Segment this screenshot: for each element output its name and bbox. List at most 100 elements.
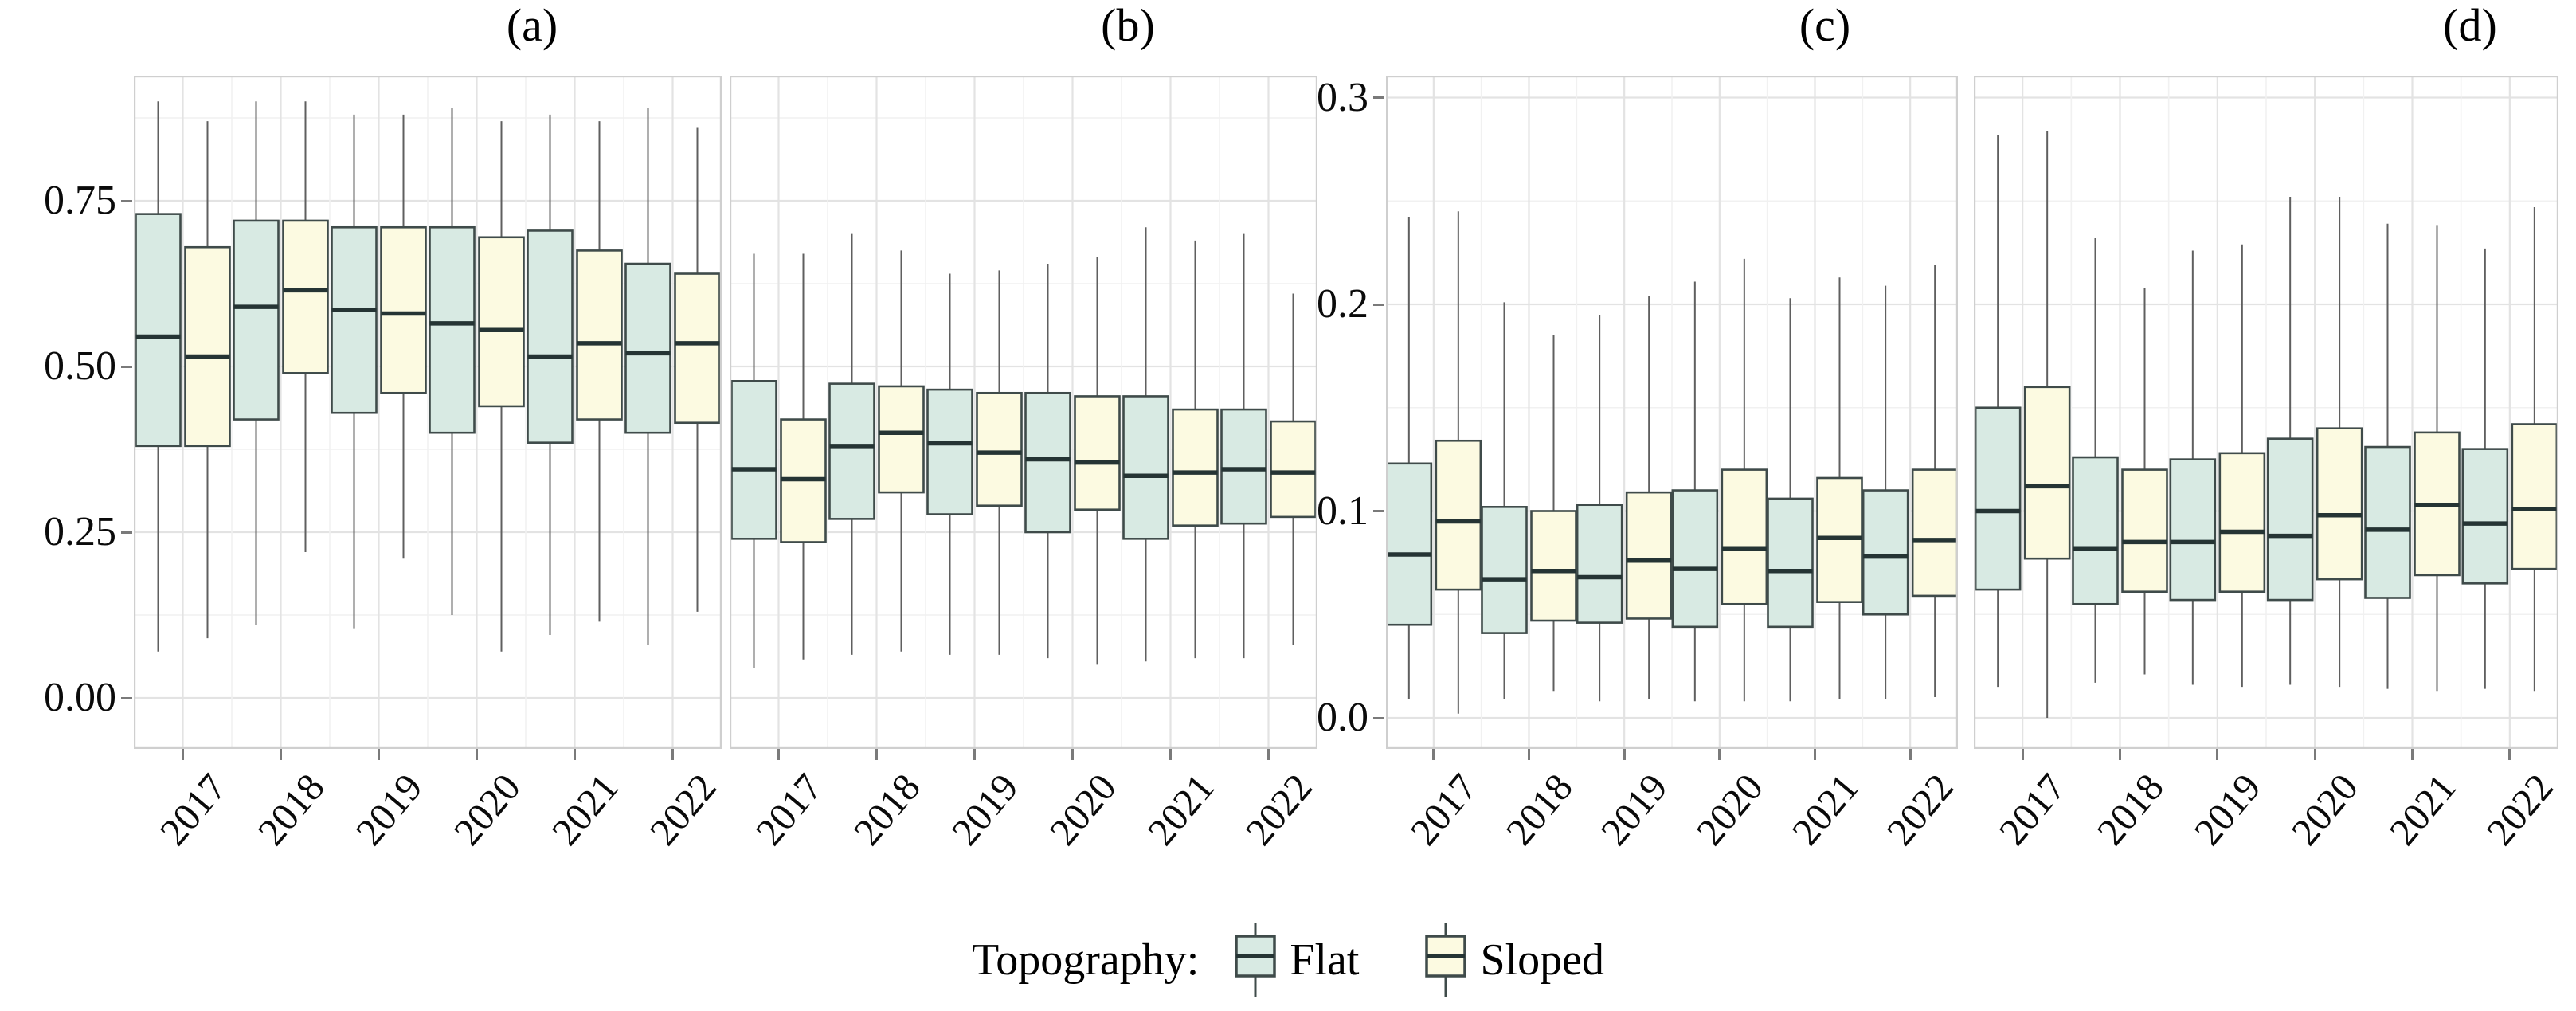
box-sloped-2022	[2511, 423, 2558, 570]
x-tick-label: 2020	[2282, 765, 2367, 854]
x-tick-mark	[1909, 749, 1912, 760]
x-tick-label: 2018	[1497, 765, 1581, 854]
box-sloped-2018	[282, 219, 329, 374]
x-tick-label: 2021	[542, 765, 627, 854]
box-sloped-2020	[1074, 395, 1121, 511]
x-tick-mark	[1267, 749, 1270, 760]
x-tick-mark	[1814, 749, 1816, 760]
y-tick-mark	[121, 531, 132, 534]
x-tick-mark	[1718, 749, 1721, 760]
box-flat-2022	[2461, 448, 2509, 585]
box-flat-2017	[1974, 406, 2022, 591]
panel-plot-a	[134, 76, 722, 749]
box-sloped-2019	[380, 225, 427, 394]
x-tick-label: 2019	[346, 765, 431, 854]
sloped-boxplot-key-icon	[1425, 923, 1467, 997]
panel-plot-d	[1974, 76, 2558, 749]
x-tick-mark	[378, 749, 380, 760]
box-flat-2019	[926, 388, 973, 515]
x-tick-label: 2017	[1401, 765, 1486, 854]
box-flat-2022	[624, 262, 671, 434]
box-flat-2021	[1767, 497, 1814, 629]
x-tick-label: 2021	[1783, 765, 1867, 854]
panel-border	[1974, 76, 2558, 749]
x-tick-label: 2019	[942, 765, 1027, 854]
box-flat-2020	[2266, 437, 2314, 602]
panel-label-d: (d)	[2443, 0, 2497, 51]
box-sloped-2017	[2023, 386, 2071, 560]
box-sloped-2020	[2316, 427, 2363, 581]
box-flat-2018	[828, 382, 875, 520]
box-sloped-2017	[184, 245, 231, 448]
box-sloped-2020	[478, 236, 525, 408]
x-tick-label: 2019	[1591, 765, 1677, 854]
panel-label-a: (a)	[506, 0, 558, 51]
legend-label-sloped: Sloped	[1480, 935, 1605, 985]
x-tick-label: 2020	[444, 765, 529, 854]
box-sloped-2019	[2218, 452, 2266, 594]
x-tick-label: 2018	[2088, 765, 2172, 854]
x-tick-mark	[574, 749, 576, 760]
x-tick-label: 2018	[249, 765, 333, 854]
box-sloped-2017	[1435, 439, 1482, 591]
legend: Topography: Flat Sloped	[0, 912, 2576, 1008]
x-tick-label: 2020	[1040, 765, 1125, 854]
legend-item-flat: Flat	[1232, 922, 1359, 998]
y-tick-label: 0.3	[1317, 74, 1368, 120]
panel-label-b: (b)	[1101, 0, 1155, 51]
box-sloped-2020	[1721, 468, 1768, 605]
x-tick-label: 2020	[1687, 765, 1771, 854]
box-flat-2020	[1024, 391, 1071, 534]
box-flat-2021	[527, 229, 574, 444]
x-tick-mark	[2411, 749, 2414, 760]
y-tick-label: 0.2	[1317, 281, 1368, 327]
y-tick-label: 0.00	[44, 675, 116, 720]
panel-border	[730, 76, 1317, 749]
box-flat-2019	[331, 225, 378, 414]
box-flat-2020	[429, 225, 476, 434]
y-tick-label: 0.0	[1317, 695, 1368, 740]
y-tick-label: 0.50	[44, 343, 116, 389]
x-tick-label: 2018	[844, 765, 929, 854]
x-tick-mark	[280, 749, 282, 760]
y-tick-label: 0.75	[44, 178, 116, 223]
x-tick-label: 2021	[1138, 765, 1223, 854]
flat-boxplot-key-icon	[1235, 923, 1277, 997]
x-tick-mark	[1432, 749, 1435, 760]
x-tick-label: 2017	[151, 765, 235, 854]
x-tick-mark	[2021, 749, 2024, 760]
box-sloped-2021	[1172, 408, 1219, 527]
y-tick-mark	[1373, 716, 1384, 719]
x-tick-mark	[671, 749, 674, 760]
box-flat-2020	[1671, 489, 1719, 629]
box-sloped-2018	[878, 385, 925, 494]
x-tick-mark	[1528, 749, 1530, 760]
x-tick-mark	[875, 749, 878, 760]
x-tick-mark	[2216, 749, 2219, 760]
box-flat-2018	[233, 219, 280, 421]
panel-plot-c	[1386, 76, 1958, 749]
box-flat-2022	[1220, 408, 1267, 525]
box-sloped-2018	[2121, 468, 2168, 594]
x-tick-mark	[2313, 749, 2316, 760]
y-tick-mark	[121, 199, 132, 202]
legend-item-sloped: Sloped	[1423, 922, 1604, 998]
y-tick-mark	[1373, 510, 1384, 512]
x-tick-mark	[1071, 749, 1074, 760]
x-tick-mark	[1623, 749, 1626, 760]
box-sloped-2022	[1911, 468, 1958, 598]
y-tick-mark	[121, 696, 132, 699]
x-tick-mark	[2119, 749, 2121, 760]
y-tick-mark	[121, 365, 132, 368]
y-tick-mark	[1373, 303, 1384, 306]
box-flat-2019	[1576, 504, 1623, 624]
x-tick-label: 2022	[640, 765, 725, 854]
box-flat-2021	[2364, 445, 2411, 599]
panel-label-c: (c)	[1799, 0, 1851, 51]
y-tick-label: 0.1	[1317, 488, 1368, 534]
box-sloped-2022	[674, 272, 721, 425]
box-flat-2017	[730, 380, 777, 540]
x-tick-mark	[476, 749, 478, 760]
x-tick-label: 2017	[1990, 765, 2075, 854]
